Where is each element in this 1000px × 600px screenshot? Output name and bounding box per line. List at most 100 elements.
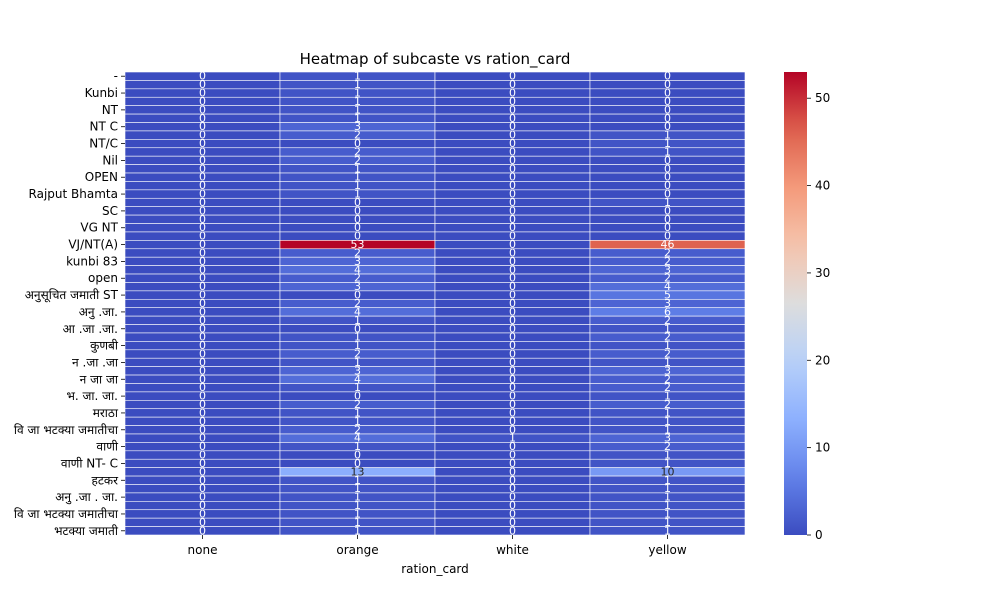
row-tick-label: VJ/NT(A): [68, 238, 118, 252]
cell-value-label: 1: [354, 78, 361, 91]
cell-value-label: 0: [509, 491, 516, 504]
colorbar-tick-label: 20: [815, 353, 830, 367]
cell-value-label: 0: [509, 482, 516, 495]
row-tick-label: अनु .जा.: [79, 305, 118, 320]
cell-value-label: 6: [664, 305, 671, 318]
cell-value-label: 0: [509, 154, 516, 167]
cell-value-label: 0: [199, 289, 206, 302]
cell-value-label: 0: [509, 415, 516, 428]
cell-value-label: 0: [509, 524, 516, 537]
cell-value-label: 2: [664, 246, 671, 259]
cell-value-label: 1: [664, 145, 671, 158]
cell-value-label: 0: [199, 70, 206, 83]
cell-value-label: 0: [354, 289, 361, 302]
cell-value-label: 0: [199, 406, 206, 419]
cell-value-label: 0: [354, 204, 361, 217]
cell-value-label: 1: [664, 516, 671, 529]
cell-value-label: 0: [509, 305, 516, 318]
row-tick-label: अ‍ा .जा .जा.: [63, 322, 118, 336]
cell-value-label: 0: [509, 78, 516, 91]
cell-value-label: 0: [509, 162, 516, 175]
cell-value-label: 0: [509, 263, 516, 276]
cell-value-label: 1: [354, 440, 361, 453]
cell-value-label: 0: [509, 246, 516, 259]
cell-value-label: 0: [354, 390, 361, 403]
cell-value-label: 0: [664, 179, 671, 192]
cell-value-label: 1: [354, 524, 361, 537]
cell-value-label: 0: [199, 415, 206, 428]
cell-value-label: 0: [509, 348, 516, 361]
cell-value-label: 0: [509, 221, 516, 234]
cell-value-label: 0: [199, 398, 206, 411]
colorbar: 0 10 20 30 40 50: [784, 72, 830, 542]
cell-value-label: 0: [354, 449, 361, 462]
cell-value-label: 1: [354, 499, 361, 512]
cell-value-label: 2: [354, 246, 361, 259]
cell-value-label: 0: [664, 213, 671, 226]
colorbar-tick-label: 10: [815, 441, 830, 455]
row-tick-label: भटक्या जमाती: [54, 524, 119, 538]
cell-value-label: 1: [354, 112, 361, 125]
cell-value-label: 0: [199, 499, 206, 512]
cell-value-label: 1: [354, 87, 361, 100]
cell-value-label: 2: [354, 348, 361, 361]
cell-value-label: 0: [664, 87, 671, 100]
cell-value-label: 0: [664, 120, 671, 133]
cell-value-label: 4: [354, 432, 361, 445]
row-tick-label: वा‍णी NT- C: [61, 456, 118, 470]
cell-value-label: 1: [354, 482, 361, 495]
cell-value-label: 0: [354, 213, 361, 226]
cell-value-label: 2: [354, 145, 361, 158]
cell-value-label: 0: [199, 364, 206, 377]
cell-value-label: 0: [664, 230, 671, 243]
cell-value-label: 0: [199, 516, 206, 529]
cell-value-label: 0: [199, 348, 206, 361]
cell-value-label: 1: [354, 406, 361, 419]
cell-value-label: 2: [354, 154, 361, 167]
cell-value-label: 0: [199, 457, 206, 470]
cell-value-label: 0: [354, 137, 361, 150]
column-tick-label: white: [496, 543, 529, 557]
chart-title: Heatmap of subcaste vs ration_card: [300, 50, 571, 69]
row-tick-label: न .जा .जा: [72, 355, 119, 369]
column-tick-label: orange: [336, 543, 378, 557]
cell-value-label: 0: [509, 499, 516, 512]
cell-value-label: 0: [509, 297, 516, 310]
cell-value-label: 0: [199, 356, 206, 369]
cell-value-label: 0: [199, 507, 206, 520]
row-tick-label: Nil: [102, 153, 118, 167]
row-tick-label: NT: [102, 103, 119, 117]
cell-value-label: 0: [199, 263, 206, 276]
cell-value-label: 0: [199, 449, 206, 462]
colorbar-tick-label: 40: [815, 179, 830, 193]
cell-value-label: 0: [509, 280, 516, 293]
cell-value-label: 0: [509, 398, 516, 411]
row-tick-label: कुणबी: [90, 339, 119, 354]
cell-value-label: 0: [199, 440, 206, 453]
cell-value-label: 1: [664, 482, 671, 495]
cell-value-label: 0: [509, 423, 516, 436]
column-tick-labels: none orange white yellow: [188, 535, 687, 557]
cell-value-label: 10: [661, 465, 675, 478]
row-tick-label: NT C: [90, 120, 119, 134]
cell-value-label: 13: [351, 465, 365, 478]
cell-value-label: 0: [509, 289, 516, 302]
cell-value-label: 2: [354, 129, 361, 142]
cell-value-label: 2: [664, 398, 671, 411]
cell-value-label: 0: [199, 137, 206, 150]
row-tick-label: मराठा: [93, 406, 119, 420]
cell-value-label: 0: [509, 440, 516, 453]
cell-value-label: 0: [199, 246, 206, 259]
cell-value-label: 4: [354, 263, 361, 276]
cell-value-label: 3: [354, 255, 361, 268]
cell-value-label: 0: [199, 474, 206, 487]
cell-value-label: 0: [199, 390, 206, 403]
cell-value-label: 0: [199, 103, 206, 116]
cell-value-label: 0: [199, 331, 206, 344]
cell-value-label: 0: [664, 171, 671, 184]
cell-value-label: 0: [199, 524, 206, 537]
cell-value-label: 0: [509, 390, 516, 403]
cell-value-label: 4: [354, 305, 361, 318]
x-axis-label: ration_card: [401, 562, 469, 576]
cell-value-label: 0: [509, 449, 516, 462]
